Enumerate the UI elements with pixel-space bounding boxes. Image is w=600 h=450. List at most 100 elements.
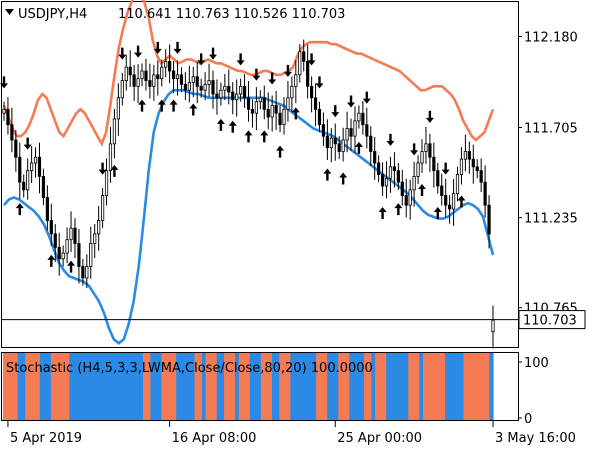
candle-body: [22, 181, 26, 191]
candle: [408, 179, 412, 220]
candle-body: [61, 252, 65, 260]
candle-body: [451, 193, 456, 210]
candle: [448, 195, 452, 224]
candle-body: [57, 246, 61, 260]
stochastic-bar: [452, 353, 457, 420]
time-tick-label: 3 May 16:00: [495, 431, 576, 446]
candle-body: [128, 66, 132, 76]
candle-body: [187, 82, 191, 91]
candle: [377, 155, 381, 183]
candle-body: [380, 174, 385, 187]
candle-body: [302, 51, 306, 62]
stochastic-bar: [242, 353, 247, 420]
candle-body: [349, 128, 353, 137]
candle-body: [325, 135, 329, 149]
candle-body: [286, 97, 290, 110]
candle-body: [384, 177, 389, 187]
stochastic-bar: [135, 353, 140, 420]
candle-body: [85, 266, 89, 279]
candle: [175, 60, 180, 96]
candle-body: [2, 108, 6, 114]
candle: [424, 126, 428, 164]
stochastic-bar: [150, 353, 155, 420]
price-tick-label: 111.705: [524, 122, 578, 137]
price-tick-label: 112.180: [524, 31, 578, 46]
candle: [290, 76, 294, 113]
candle: [144, 58, 148, 91]
stochastic-bar: [323, 353, 328, 420]
stochastic-bar: [98, 353, 104, 420]
stochastic-bar: [113, 353, 118, 420]
down-arrow-icon: [268, 72, 277, 85]
stochastic-bar: [271, 353, 277, 420]
candle: [361, 100, 365, 135]
candles-layer: [2, 39, 495, 349]
stochastic-bar: [128, 353, 133, 420]
candle-body: [164, 61, 168, 68]
stochastic-bar: [157, 353, 163, 420]
stochastic-bar: [117, 353, 122, 420]
candle: [148, 63, 152, 99]
stochastic-bar: [441, 353, 446, 420]
candle: [404, 178, 408, 218]
up-arrow-icon: [457, 195, 466, 208]
candle: [459, 146, 464, 185]
stochastic-bar: [437, 353, 443, 420]
stochastic-axis: 100 0: [518, 356, 549, 427]
candle-body: [428, 143, 432, 158]
stochastic-bar: [294, 353, 299, 420]
candle-body: [475, 166, 479, 172]
candle: [384, 161, 389, 199]
candle: [33, 147, 38, 178]
candle: [124, 54, 128, 91]
candle-body: [215, 93, 219, 99]
candle-body: [6, 108, 10, 126]
candle: [254, 87, 258, 131]
candle-body: [396, 170, 400, 183]
ohlc-label: 110.641 110.763 110.526 110.703: [118, 7, 345, 22]
candle: [262, 85, 266, 120]
candle: [187, 65, 191, 103]
candle: [65, 227, 69, 264]
stochastic-bar: [209, 353, 214, 420]
stochastic-bar: [50, 353, 56, 420]
candle: [349, 118, 353, 151]
candle: [317, 101, 322, 133]
stochastic-bar: [275, 353, 280, 420]
stochastic-bar: [124, 353, 129, 420]
candle-body: [258, 97, 262, 103]
candle: [203, 72, 207, 101]
down-arrow-icon: [410, 143, 419, 156]
candle: [69, 211, 73, 252]
stochastic-bar: [283, 353, 288, 420]
candle: [73, 218, 77, 259]
candle: [242, 74, 247, 108]
chart-header: USDJPY,H4 110.641 110.763 110.526 110.70…: [5, 7, 345, 22]
stochastic-bar: [198, 353, 203, 420]
current-price-tag-box: [518, 310, 586, 330]
candle: [112, 108, 117, 159]
stochastic-bar: [106, 353, 111, 420]
stochastic-bar: [47, 353, 52, 420]
candle-body: [49, 220, 53, 235]
candle-body: [290, 85, 294, 99]
candle: [100, 187, 105, 229]
stochastic-bar: [334, 353, 339, 420]
candle-body: [18, 156, 22, 183]
stochastic-bar: [386, 353, 391, 420]
stochastic-bar: [253, 353, 258, 420]
stochastic-bar: [213, 353, 218, 420]
candle-body: [242, 85, 247, 99]
candle-body: [41, 176, 46, 198]
stochastic-bar: [400, 353, 406, 420]
candle-body: [392, 166, 397, 172]
stochastic-bar: [73, 353, 78, 420]
candle-body: [416, 162, 420, 177]
stochastic-bar: [367, 353, 373, 420]
stochastic-bar: [456, 353, 461, 420]
up-arrow-icon: [260, 130, 269, 143]
collapse-triangle-icon[interactable]: [5, 9, 14, 15]
stochastic-bar: [176, 353, 181, 420]
candle: [345, 111, 349, 153]
candle-body: [254, 101, 258, 114]
